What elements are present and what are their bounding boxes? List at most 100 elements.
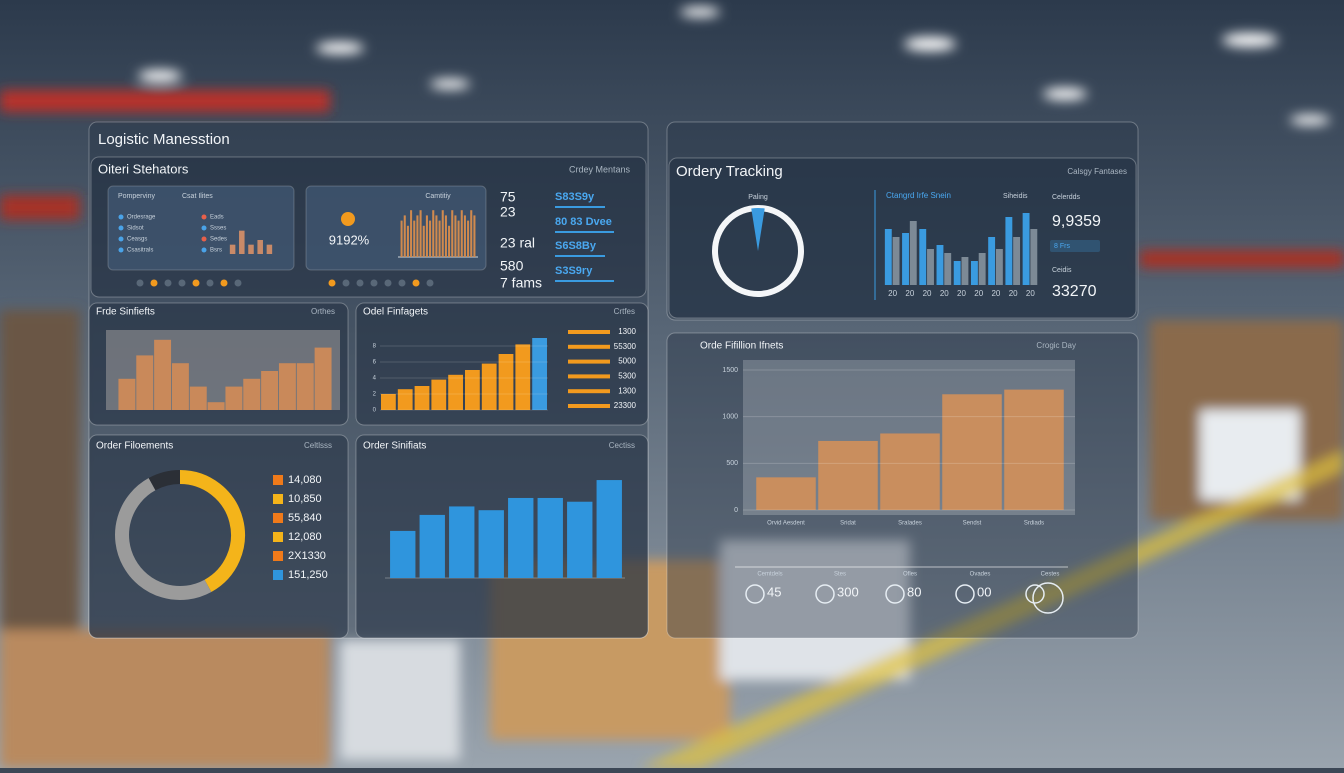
bar — [884, 229, 892, 285]
bar — [414, 386, 430, 410]
bar — [207, 402, 225, 410]
y-tick-label: 1500 — [722, 367, 738, 374]
bar — [225, 386, 243, 410]
y-tick-label: 0 — [734, 507, 738, 514]
bar — [432, 210, 435, 257]
legend-swatch — [273, 513, 283, 523]
bar — [400, 220, 403, 257]
x-tick-label: 20 — [1009, 289, 1018, 298]
page-dot[interactable] — [412, 279, 420, 287]
legend-dot — [118, 236, 124, 242]
icon-value: 00 — [977, 584, 991, 599]
bar — [942, 394, 1002, 510]
bar — [449, 506, 475, 578]
legend-label: Ctangrd Irfe Snein — [886, 191, 951, 200]
bar — [953, 261, 961, 285]
bar — [515, 344, 531, 410]
icon — [885, 584, 905, 604]
bar — [189, 386, 207, 410]
page-dot[interactable] — [220, 279, 228, 287]
chart-link: Orthes — [311, 307, 335, 316]
section-title: Oiteri Stehators — [98, 161, 189, 176]
chart-title: Frde Sinfiefts — [96, 307, 155, 318]
bar — [425, 215, 428, 257]
bar — [171, 363, 189, 410]
page-dot[interactable] — [398, 279, 406, 287]
bar — [406, 225, 409, 257]
bar — [429, 220, 432, 257]
bar — [460, 210, 463, 257]
side-value: 9,9359 — [1052, 213, 1101, 230]
bar — [451, 210, 454, 257]
warehouse-backdrop — [0, 7, 1344, 768]
icon — [745, 584, 765, 604]
list-bar — [568, 330, 610, 334]
bar — [229, 244, 236, 254]
stat-label: S83S9y — [555, 191, 595, 203]
bar — [239, 230, 245, 254]
bar — [296, 363, 314, 410]
legend-label: Ordesrage — [127, 215, 156, 221]
legend-swatch — [273, 494, 283, 504]
legend-label: Sedes — [210, 237, 227, 243]
icon-label: Cestes — [1041, 572, 1060, 578]
bar — [902, 233, 909, 285]
chart-link: Crtfes — [614, 307, 635, 316]
bar — [118, 378, 136, 410]
bar — [481, 363, 497, 410]
page-dot[interactable] — [370, 279, 378, 287]
x-tick-label: 20 — [888, 289, 897, 298]
list-value: 5000 — [618, 357, 636, 366]
chart-link: Celtlsss — [304, 441, 332, 450]
list-value: 1300 — [618, 327, 636, 336]
page-dot[interactable] — [342, 279, 350, 287]
page-dot[interactable] — [192, 279, 200, 287]
bar — [892, 237, 900, 285]
page-dot[interactable] — [164, 279, 172, 287]
page-dot[interactable] — [178, 279, 186, 287]
page-dot[interactable] — [206, 279, 214, 287]
bar — [944, 253, 952, 285]
bar — [880, 433, 940, 510]
page-dot[interactable] — [356, 279, 364, 287]
bar — [136, 355, 154, 410]
icon-label: Ofles — [903, 572, 917, 578]
page-dot[interactable] — [328, 279, 336, 287]
gauge-label: Paling — [748, 194, 768, 201]
stat-value: 23 ral — [500, 235, 535, 251]
donut-segment — [115, 478, 212, 600]
page-dot[interactable] — [384, 279, 392, 287]
bar — [416, 215, 419, 257]
panel-title: Orde Fifillion Ifnets — [700, 341, 783, 352]
legend-dot — [201, 236, 207, 242]
bar — [248, 244, 254, 254]
legend-label: Bsrs — [210, 248, 222, 254]
section-link: Crdey Mentans — [569, 164, 631, 174]
panel-title: Logistic Manesstion — [98, 131, 230, 148]
card — [107, 185, 295, 271]
icon-value: 300 — [837, 584, 859, 599]
bar — [413, 220, 416, 257]
page-dot[interactable] — [150, 279, 158, 287]
bar — [1013, 237, 1021, 285]
kpi-value: 9192% — [329, 232, 370, 247]
icon-label: Stes — [834, 572, 846, 578]
bar — [1005, 217, 1013, 285]
icon-value: 80 — [907, 584, 921, 599]
dashboard: Logistic Manesstion Oiteri Stehators Crdey… — [88, 121, 1139, 639]
legend-label: 2X1330 — [288, 550, 326, 562]
legend-swatch — [273, 532, 283, 542]
page-dot[interactable] — [426, 279, 434, 287]
bar — [567, 501, 593, 578]
bar — [314, 347, 332, 410]
icon — [955, 584, 975, 604]
bar — [995, 249, 1003, 285]
legend-dot — [201, 214, 207, 220]
y-tick-label: 2 — [373, 392, 377, 398]
x-tick-label: Srdiads — [1024, 521, 1044, 527]
page-dot[interactable] — [234, 279, 242, 287]
list-value: 55300 — [614, 342, 637, 351]
page-dot[interactable] — [136, 279, 144, 287]
icon — [1032, 582, 1064, 614]
bar — [978, 253, 986, 285]
